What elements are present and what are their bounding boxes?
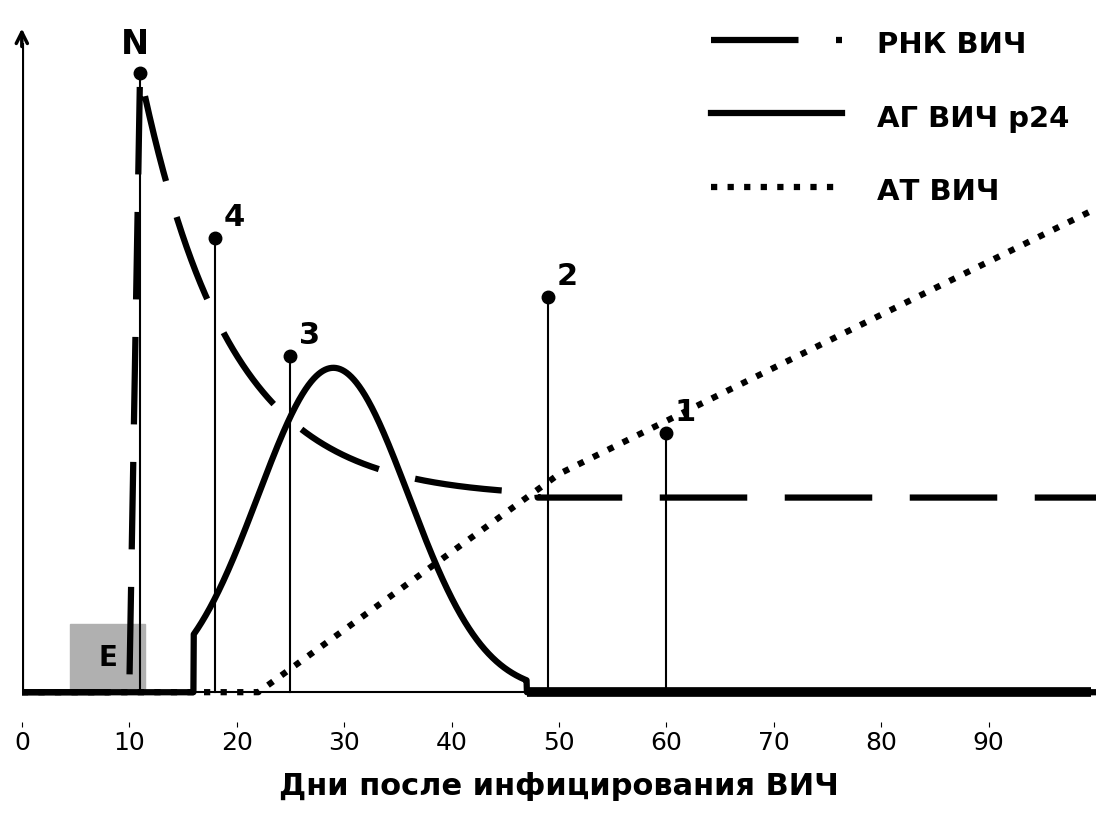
Text: 2: 2 <box>557 262 578 291</box>
РНК ВИЧ <box>138 90 151 99</box>
Text: E: E <box>99 645 118 672</box>
X-axis label: Дни после инфицирования ВИЧ: Дни после инфицирования ВИЧ <box>279 772 839 801</box>
АТ ВИЧ <box>1089 204 1102 214</box>
АГ ВИЧ p24 <box>326 363 340 372</box>
РНК ВИЧ <box>16 687 29 697</box>
Legend: РНК ВИЧ, АГ ВИЧ p24, АТ ВИЧ: РНК ВИЧ, АГ ВИЧ p24, АТ ВИЧ <box>699 15 1081 220</box>
АГ ВИЧ p24 <box>16 687 29 697</box>
АГ ВИЧ p24 <box>1069 687 1082 697</box>
Line: АТ ВИЧ: АТ ВИЧ <box>22 209 1096 692</box>
АТ ВИЧ <box>16 687 29 697</box>
АТ ВИЧ <box>201 687 214 697</box>
РНК ВИЧ <box>1089 493 1102 503</box>
РНК ВИЧ <box>133 68 147 78</box>
АГ ВИЧ p24 <box>427 555 441 565</box>
АТ ВИЧ <box>1068 214 1081 224</box>
РНК ВИЧ <box>953 493 967 503</box>
АГ ВИЧ p24 <box>201 606 214 616</box>
АТ ВИЧ <box>474 526 487 536</box>
Line: РНК ВИЧ: РНК ВИЧ <box>22 73 1096 692</box>
АТ ВИЧ <box>952 271 966 281</box>
Bar <box>70 624 145 692</box>
АГ ВИЧ p24 <box>953 687 967 697</box>
Text: 4: 4 <box>224 203 245 232</box>
РНК ВИЧ <box>202 297 215 306</box>
Text: 3: 3 <box>299 321 320 350</box>
Text: 1: 1 <box>675 398 696 427</box>
АГ ВИЧ p24 <box>138 687 151 697</box>
РНК ВИЧ <box>1069 493 1082 503</box>
РНК ВИЧ <box>474 484 487 494</box>
РНК ВИЧ <box>427 478 441 487</box>
Line: АГ ВИЧ p24: АГ ВИЧ p24 <box>22 368 1096 692</box>
АТ ВИЧ <box>427 560 441 570</box>
АГ ВИЧ p24 <box>1089 687 1102 697</box>
АГ ВИЧ p24 <box>474 640 487 650</box>
АТ ВИЧ <box>138 687 151 697</box>
Text: N: N <box>121 28 149 61</box>
